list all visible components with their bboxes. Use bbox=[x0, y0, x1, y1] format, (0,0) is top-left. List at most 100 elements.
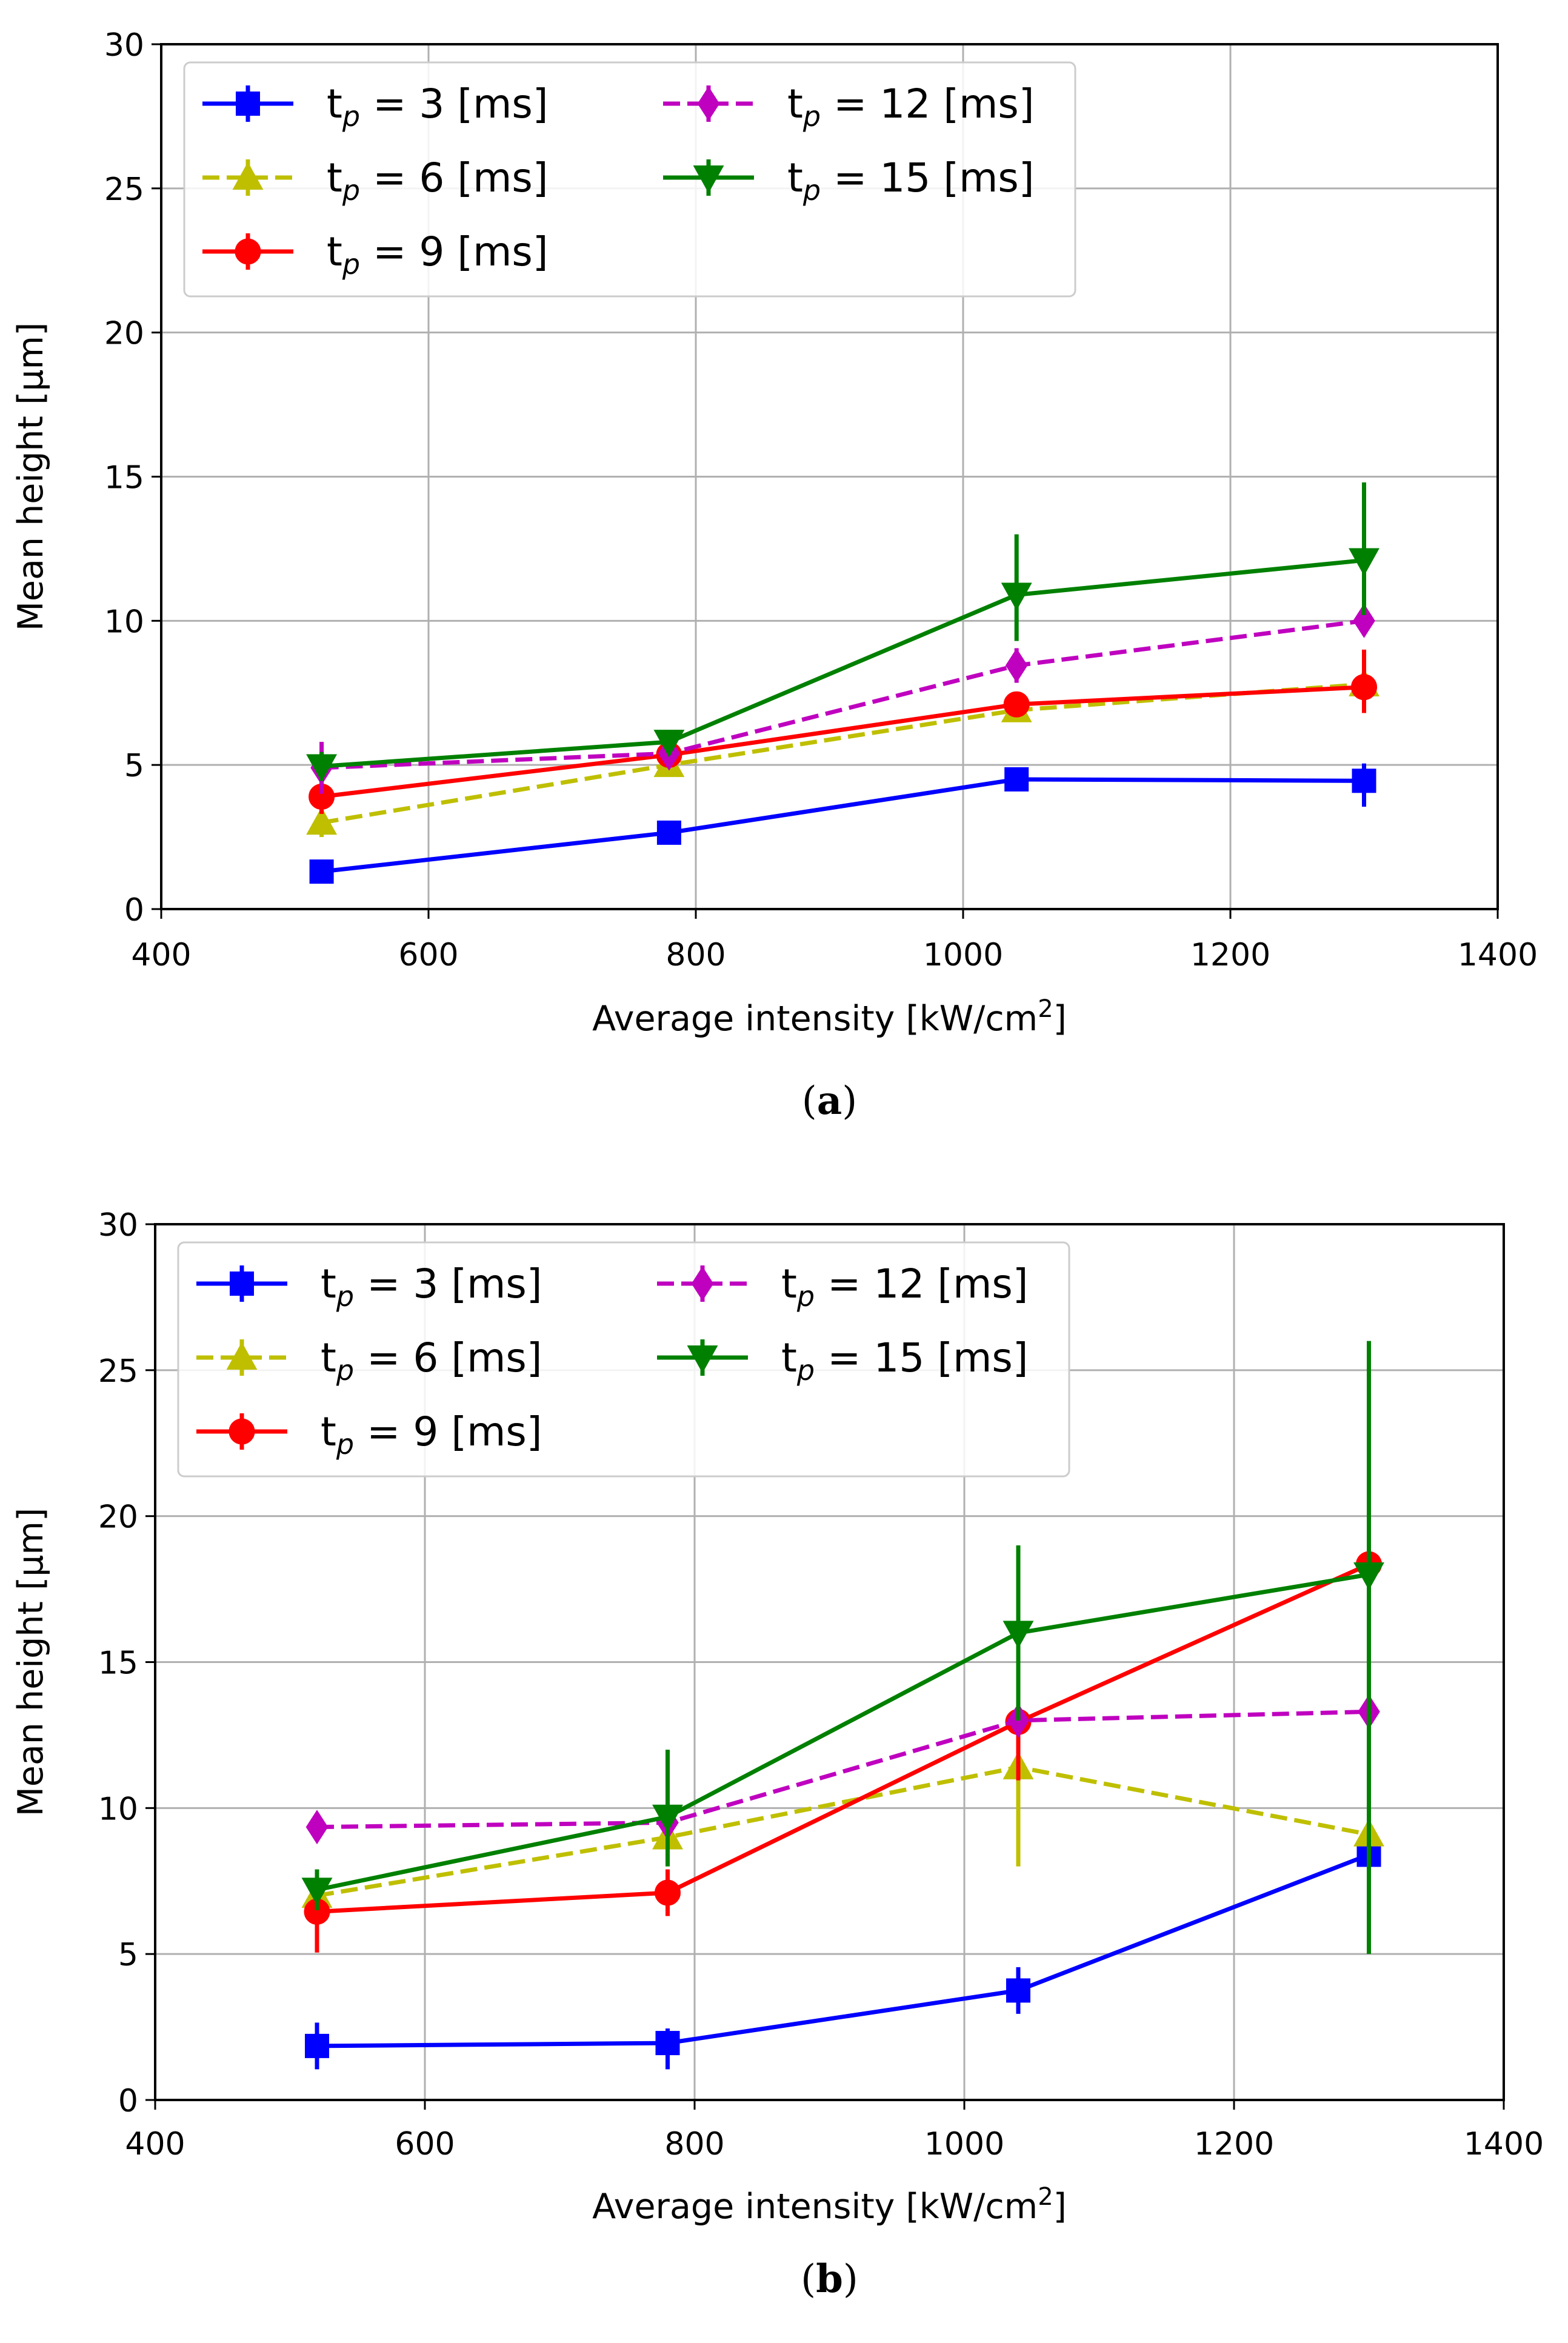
y-tick-label: 0 bbox=[118, 2083, 138, 2119]
legend-marker bbox=[687, 1345, 718, 1373]
caption-paren-open: ( bbox=[801, 2257, 816, 2302]
legend-label: tp = 3 [ms] bbox=[321, 1261, 542, 1313]
x-axis-label-sup: 2 bbox=[1038, 2183, 1053, 2211]
legend-label: tp = 12 [ms] bbox=[787, 81, 1035, 133]
legend-label-sub: p bbox=[802, 174, 821, 207]
panel-caption: (b) bbox=[801, 2256, 858, 2302]
legend-marker bbox=[229, 1418, 255, 1445]
x-axis-label-main: Average intensity [kW/cm bbox=[592, 2187, 1038, 2227]
legend-label-rest: = 12 [ms] bbox=[815, 1261, 1028, 1307]
x-tick-label: 1200 bbox=[1190, 937, 1270, 973]
series-3 bbox=[309, 649, 1378, 815]
legend-label-sub: p bbox=[796, 1280, 815, 1313]
legend-label: tp = 9 [ms] bbox=[327, 228, 549, 281]
legend-label-rest: = 6 [ms] bbox=[360, 155, 548, 201]
series-line bbox=[321, 558, 1364, 769]
series-2 bbox=[301, 1732, 1384, 1913]
legend-label-base: t bbox=[781, 1335, 797, 1381]
legend: tp = 3 [ms]tp = 6 [ms]tp = 9 [ms]tp = 12… bbox=[177, 1241, 1070, 1478]
legend-label-rest: = 15 [ms] bbox=[815, 1335, 1028, 1381]
legend-item-1: tp = 3 [ms] bbox=[202, 81, 549, 133]
data-point bbox=[1349, 548, 1380, 576]
x-axis-label-sup: 2 bbox=[1038, 995, 1053, 1023]
data-point bbox=[1005, 648, 1028, 683]
legend-item-3: tp = 9 [ms] bbox=[202, 228, 549, 281]
legend-item-2: tp = 6 [ms] bbox=[196, 1335, 542, 1387]
legend-marker bbox=[235, 238, 261, 265]
x-tick-label: 400 bbox=[131, 937, 191, 973]
x-axis-label-main: Average intensity [kW/cm bbox=[592, 999, 1038, 1039]
legend-label-rest: = 3 [ms] bbox=[360, 81, 548, 127]
y-axis-label: Mean height [μm] bbox=[11, 1508, 51, 1817]
legend-label-base: t bbox=[327, 81, 342, 127]
legend-label-base: t bbox=[787, 155, 803, 201]
axis-ticks bbox=[145, 1223, 1505, 2110]
legend-item-5: tp = 15 [ms] bbox=[663, 155, 1035, 207]
x-tick-label: 800 bbox=[664, 2126, 724, 2162]
y-tick-label: 30 bbox=[104, 27, 144, 64]
legend-label-base: t bbox=[327, 155, 342, 201]
legend-label: tp = 6 [ms] bbox=[327, 155, 549, 207]
caption-paren-open: ( bbox=[802, 1079, 817, 1124]
legend-marker bbox=[236, 92, 260, 116]
data-point bbox=[1001, 582, 1032, 611]
series-line bbox=[321, 685, 1364, 799]
axes-frame bbox=[160, 43, 1499, 910]
x-tick-label: 1000 bbox=[923, 937, 1003, 973]
data-point bbox=[306, 754, 338, 782]
series-5 bbox=[306, 482, 1380, 782]
series-5 bbox=[301, 1341, 1384, 1955]
data-point bbox=[656, 820, 681, 845]
legend-label-rest: = 3 [ms] bbox=[354, 1261, 542, 1307]
axis-ticks bbox=[152, 43, 1499, 919]
y-tick-label: 30 bbox=[98, 1207, 138, 1244]
data-point bbox=[309, 859, 334, 884]
series-line bbox=[316, 1709, 1369, 1830]
data-point bbox=[653, 730, 685, 758]
y-tick-label: 10 bbox=[98, 1791, 138, 1827]
legend-label: tp = 6 [ms] bbox=[321, 1335, 542, 1387]
x-axis-label: Average intensity [kW/cm2] bbox=[592, 2183, 1067, 2227]
legend-item-5: tp = 15 [ms] bbox=[657, 1335, 1029, 1387]
y-tick-label: 15 bbox=[104, 460, 144, 496]
legend-item-3: tp = 9 [ms] bbox=[196, 1408, 542, 1461]
legend-label: tp = 15 [ms] bbox=[781, 1335, 1029, 1387]
data-point bbox=[305, 2033, 329, 2058]
legend-label-sub: p bbox=[342, 100, 360, 133]
data-point bbox=[1353, 603, 1375, 638]
legend-label-rest: = 15 [ms] bbox=[821, 155, 1034, 201]
legend-marker bbox=[232, 162, 264, 190]
legend-label: tp = 3 [ms] bbox=[327, 81, 549, 133]
legend-label-rest: = 9 [ms] bbox=[354, 1408, 542, 1455]
legend-marker bbox=[226, 1342, 258, 1370]
legend-box bbox=[183, 61, 1076, 298]
x-tick-label: 1400 bbox=[1464, 2126, 1544, 2162]
y-tick-label: 0 bbox=[124, 892, 144, 928]
x-axis-label-end: ] bbox=[1053, 999, 1067, 1039]
data-point bbox=[652, 1804, 683, 1833]
data-point bbox=[655, 2031, 680, 2056]
legend-label-base: t bbox=[321, 1335, 336, 1381]
chart-panel-a: 400 600 800 1000 1200 1400 0 5 10 15 20 25 30 Average… bbox=[11, 27, 1538, 1124]
legend-label-base: t bbox=[787, 81, 803, 127]
series-line bbox=[321, 777, 1364, 874]
x-tick-label: 1000 bbox=[924, 2126, 1004, 2162]
x-axis-label-end: ] bbox=[1053, 2187, 1067, 2227]
y-axis-label: Mean height [μm] bbox=[11, 322, 51, 632]
series-1 bbox=[309, 763, 1376, 884]
x-tick-label: 400 bbox=[125, 2126, 185, 2162]
legend-marker bbox=[697, 86, 720, 121]
y-tick-label: 25 bbox=[104, 172, 144, 208]
x-tick-label: 1200 bbox=[1194, 2126, 1274, 2162]
y-tick-label: 20 bbox=[98, 1499, 138, 1536]
legend-box bbox=[177, 1241, 1070, 1478]
series-4 bbox=[305, 1694, 1380, 1845]
series-line bbox=[316, 1562, 1370, 1914]
caption-paren-close: ) bbox=[843, 2257, 858, 2302]
legend-label-base: t bbox=[327, 228, 342, 275]
data-point bbox=[301, 1878, 333, 1906]
data-point bbox=[1006, 1978, 1030, 2003]
legend-label-rest: = 9 [ms] bbox=[360, 228, 548, 275]
legend-label-rest: = 6 [ms] bbox=[354, 1335, 542, 1381]
